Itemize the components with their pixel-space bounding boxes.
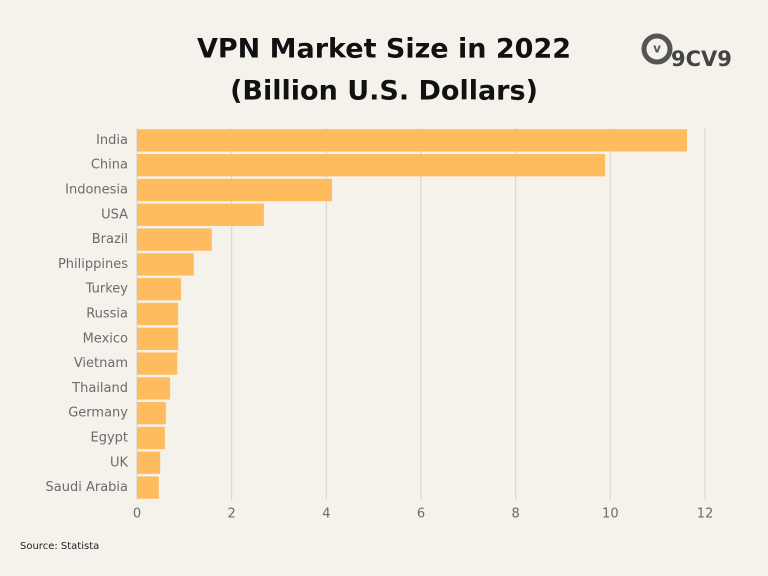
bar xyxy=(137,476,159,499)
bar xyxy=(137,154,606,177)
y-tick-label: India xyxy=(96,133,128,148)
bar xyxy=(137,352,178,375)
y-tick-label: Thailand xyxy=(71,381,128,396)
logo-icon: v xyxy=(641,33,673,65)
bar xyxy=(137,402,166,425)
y-tick-label: Philippines xyxy=(58,257,128,272)
bar xyxy=(137,426,165,450)
bar xyxy=(137,129,688,152)
y-tick-label: Brazil xyxy=(92,232,128,247)
logo-mark: v xyxy=(653,42,661,56)
y-tick-label: Germany xyxy=(68,406,128,421)
x-tick-label: 10 xyxy=(602,507,619,522)
bar xyxy=(137,327,179,350)
bar xyxy=(137,302,179,326)
x-tick-label: 8 xyxy=(512,507,520,522)
bar xyxy=(137,377,171,400)
y-tick-label: China xyxy=(91,158,128,173)
y-tick-label: UK xyxy=(110,455,129,470)
y-tick-label: Russia xyxy=(86,307,128,322)
x-tick-label: 2 xyxy=(228,507,236,522)
chart-title: VPN Market Size in 2022 xyxy=(197,34,571,65)
bar xyxy=(137,451,161,474)
bar xyxy=(137,203,264,226)
y-tick-label: Saudi Arabia xyxy=(46,480,129,495)
x-tick-label: 12 xyxy=(697,507,714,522)
chart-subtitle: (Billion U.S. Dollars) xyxy=(230,76,538,107)
y-tick-label: Indonesia xyxy=(65,183,128,198)
logo-text: 9CV9 xyxy=(671,47,732,71)
y-tick-label: Vietnam xyxy=(74,356,128,371)
logo-ring xyxy=(641,33,673,65)
y-tick-label: USA xyxy=(101,207,128,222)
x-tick-label: 6 xyxy=(417,507,425,522)
source-note: Source: Statista xyxy=(20,541,99,552)
y-tick-label: Turkey xyxy=(85,282,129,297)
bar xyxy=(137,178,333,202)
y-tick-label: Mexico xyxy=(83,331,128,346)
x-tick-label: 4 xyxy=(322,507,330,522)
bar xyxy=(137,253,194,276)
bar xyxy=(137,278,182,301)
x-tick-label: 0 xyxy=(133,507,141,522)
bar xyxy=(137,228,212,251)
y-tick-label: Egypt xyxy=(90,431,128,446)
